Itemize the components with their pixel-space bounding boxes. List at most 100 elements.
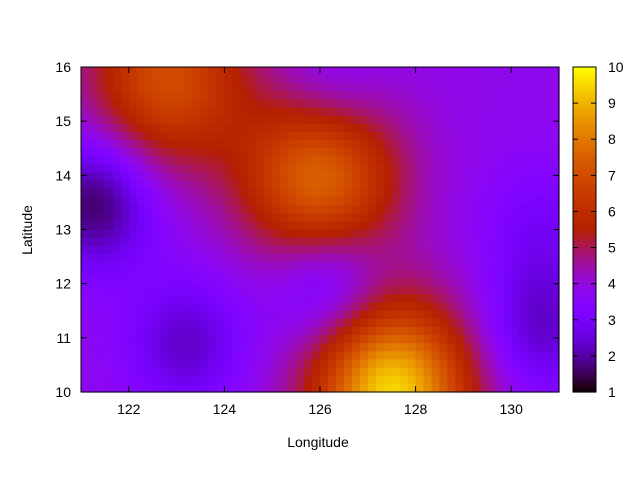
heatmap-cell bbox=[88, 221, 98, 231]
heatmap-cell bbox=[216, 294, 225, 304]
heatmap-cell bbox=[359, 302, 369, 312]
heatmap-cell bbox=[96, 172, 106, 182]
heatmap-cell bbox=[320, 115, 329, 125]
heatmap-cell bbox=[471, 148, 480, 157]
heatmap-cell bbox=[463, 123, 472, 133]
heatmap-cell bbox=[136, 148, 146, 157]
heatmap-cell bbox=[535, 197, 544, 206]
heatmap-cell bbox=[184, 164, 194, 174]
heatmap-cell bbox=[375, 197, 385, 206]
heatmap-cell bbox=[327, 132, 337, 141]
heatmap-cell bbox=[192, 245, 202, 255]
heatmap-cell bbox=[200, 99, 210, 109]
heatmap-cell bbox=[128, 140, 138, 149]
heatmap-cell bbox=[312, 75, 321, 84]
heatmap-cell bbox=[503, 213, 512, 222]
colorbar-band bbox=[573, 324, 596, 328]
heatmap-cell bbox=[543, 107, 552, 117]
colorbar-band bbox=[573, 99, 596, 103]
heatmap-cell bbox=[272, 75, 281, 84]
colorbar-band bbox=[573, 329, 596, 334]
heatmap-cell bbox=[511, 188, 520, 198]
heatmap-cell bbox=[391, 123, 401, 133]
colorbar-band bbox=[573, 373, 596, 377]
heatmap-cell bbox=[288, 237, 297, 247]
heatmap-cell bbox=[511, 278, 520, 287]
heatmap-cell bbox=[184, 123, 194, 133]
heatmap-cell bbox=[192, 237, 202, 247]
heatmap-cell bbox=[511, 286, 520, 296]
heatmap-cell bbox=[224, 75, 233, 84]
heatmap-cell bbox=[431, 188, 441, 198]
heatmap-cell bbox=[463, 327, 472, 336]
colorbar-tick-label: 6 bbox=[608, 203, 616, 219]
colorbar-band bbox=[573, 140, 596, 144]
heatmap-cell bbox=[81, 375, 90, 385]
heatmap-cell bbox=[495, 221, 504, 231]
heatmap-cell bbox=[200, 75, 210, 84]
heatmap-cell bbox=[543, 123, 552, 133]
heatmap-cell bbox=[120, 327, 130, 336]
heatmap-cell bbox=[112, 99, 122, 109]
heatmap-cell bbox=[503, 99, 512, 109]
heatmap-cell bbox=[224, 99, 233, 109]
heatmap-cell bbox=[423, 67, 433, 76]
heatmap-cell bbox=[272, 213, 281, 222]
heatmap-cell bbox=[216, 148, 225, 157]
heatmap-cell bbox=[431, 310, 441, 320]
heatmap-cell bbox=[551, 123, 560, 133]
heatmap-cell bbox=[208, 327, 218, 336]
heatmap-cell bbox=[415, 245, 425, 255]
heatmap-cell bbox=[152, 294, 162, 304]
heatmap-cell bbox=[160, 99, 170, 109]
heatmap-cell bbox=[471, 335, 480, 344]
heatmap-cell bbox=[535, 229, 544, 239]
colorbar-tick-label: 8 bbox=[608, 131, 616, 147]
heatmap-cell bbox=[208, 383, 218, 393]
heatmap-cell bbox=[168, 123, 178, 133]
heatmap-cell bbox=[256, 132, 265, 141]
heatmap-cell bbox=[120, 205, 130, 214]
heatmap-cell bbox=[272, 107, 281, 117]
heatmap-cell bbox=[399, 367, 409, 377]
heatmap-cell bbox=[463, 164, 472, 174]
heatmap-cell bbox=[264, 197, 273, 206]
heatmap-cell bbox=[272, 310, 281, 320]
colorbar-band bbox=[573, 229, 596, 233]
heatmap-cell bbox=[455, 67, 464, 76]
heatmap-cell bbox=[391, 229, 401, 239]
colorbar-band bbox=[573, 321, 596, 325]
colorbar-band bbox=[573, 113, 596, 117]
heatmap-cell bbox=[327, 262, 337, 271]
heatmap-cell bbox=[312, 99, 321, 109]
heatmap-cell bbox=[184, 180, 194, 190]
heatmap-cell bbox=[136, 229, 146, 239]
colorbar-band bbox=[573, 253, 596, 258]
heatmap-cell bbox=[248, 262, 257, 271]
heatmap-cell bbox=[256, 270, 265, 279]
heatmap-cell bbox=[144, 67, 154, 76]
heatmap-cell bbox=[144, 343, 154, 352]
heatmap-cell bbox=[463, 335, 472, 344]
heatmap-cell bbox=[184, 140, 194, 149]
heatmap-cell bbox=[415, 115, 425, 125]
heatmap-cell bbox=[415, 237, 425, 247]
heatmap-cell bbox=[176, 213, 186, 222]
heatmap-cell bbox=[144, 262, 154, 271]
heatmap-cell bbox=[519, 318, 528, 328]
heatmap-cell bbox=[160, 359, 170, 369]
heatmap-cell bbox=[375, 351, 385, 361]
heatmap-cell bbox=[288, 245, 297, 255]
heatmap-cell bbox=[160, 213, 170, 222]
heatmap-cell bbox=[503, 148, 512, 157]
heatmap-cell bbox=[192, 205, 202, 214]
heatmap-cell bbox=[232, 213, 241, 222]
heatmap-cell bbox=[88, 75, 98, 84]
heatmap-cell bbox=[383, 148, 393, 157]
heatmap-cell bbox=[407, 205, 417, 214]
heatmap-cell bbox=[423, 367, 433, 377]
heatmap-cell bbox=[264, 205, 273, 214]
colorbar-band bbox=[573, 69, 596, 74]
heatmap-cell bbox=[288, 213, 297, 222]
heatmap-cell bbox=[391, 221, 401, 231]
